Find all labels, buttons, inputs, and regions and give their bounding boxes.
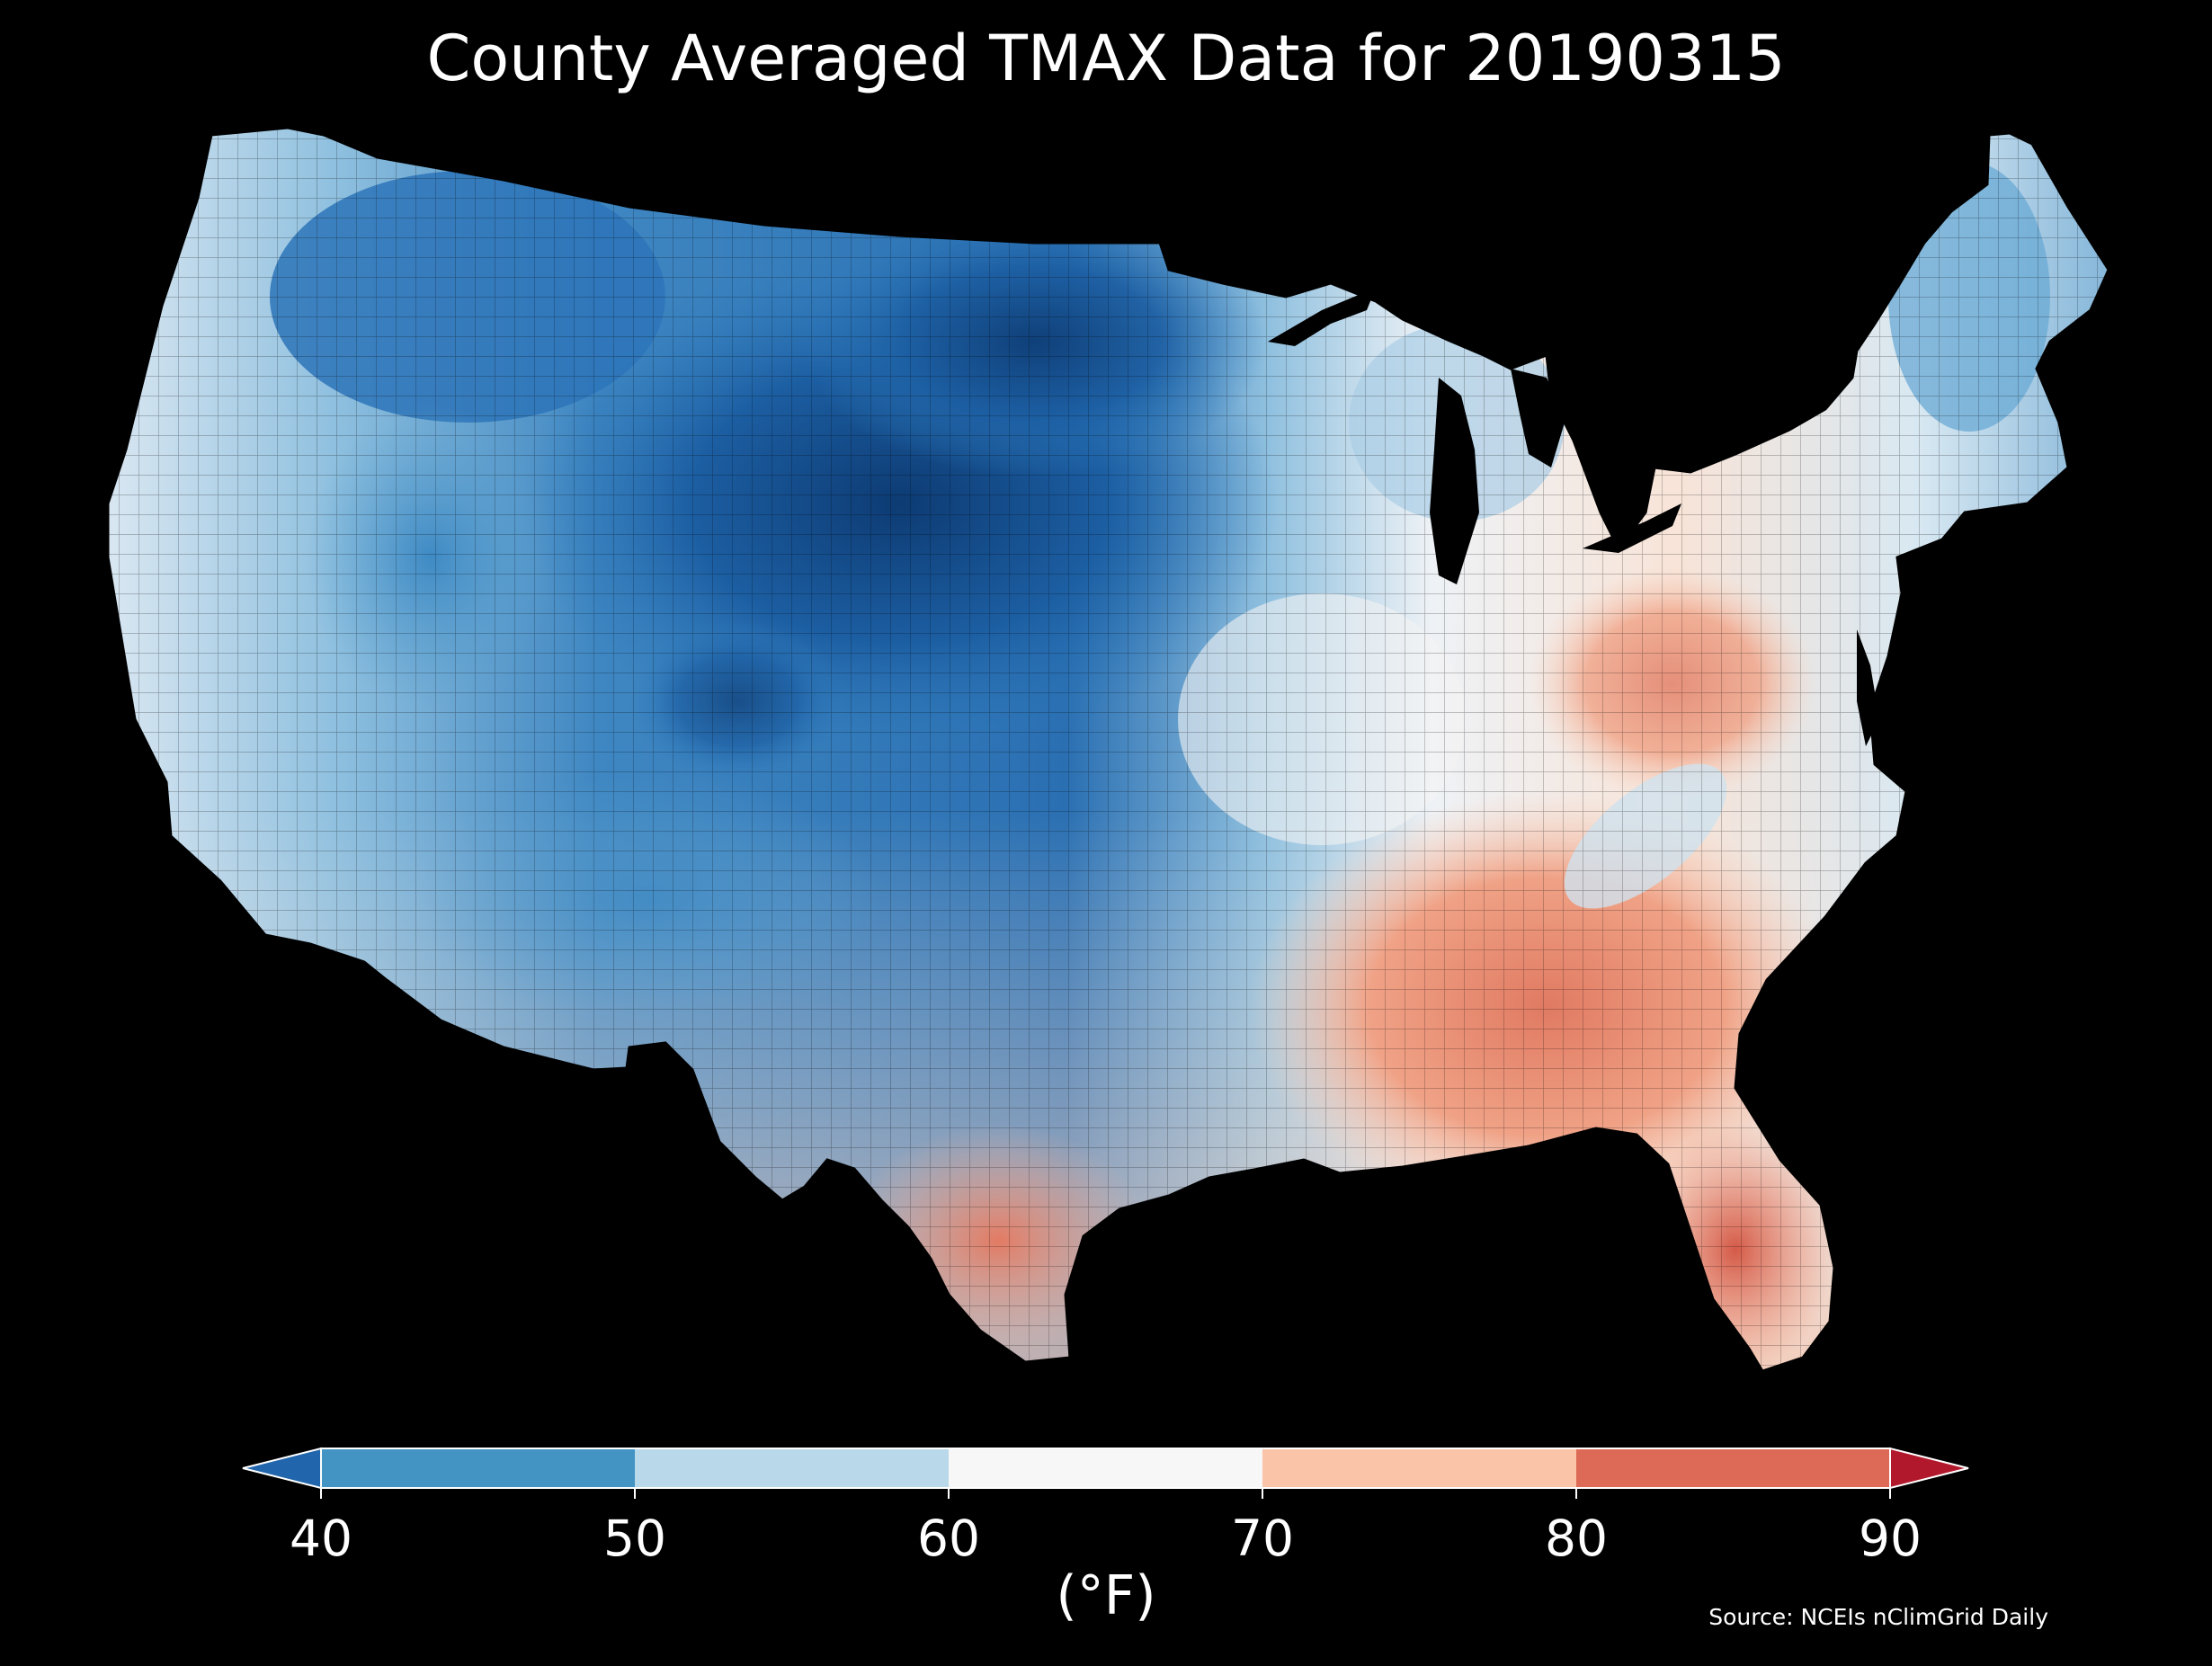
lake-michigan xyxy=(1430,378,1479,584)
colorbar-tick-label: 60 xyxy=(917,1510,980,1567)
colorbar-tick-label: 80 xyxy=(1545,1510,1608,1567)
lake-superior xyxy=(1268,288,1376,346)
map-title: County Averaged TMAX Data for 20190315 xyxy=(426,22,1786,95)
lake-huron xyxy=(1511,369,1565,468)
colorbar-bin xyxy=(1262,1448,1576,1488)
lake-erie xyxy=(1583,503,1681,553)
chesapeake-bay xyxy=(1857,629,1879,746)
colorbar-outline xyxy=(320,1448,1891,1489)
colorbar-extend-low xyxy=(242,1447,322,1490)
colorbar-unit-label: (°F) xyxy=(1056,1564,1156,1627)
colorbar-bin xyxy=(321,1448,635,1488)
source-credit: Source: NCEIs nClimGrid Daily xyxy=(1708,1604,2048,1630)
colorbar-extend-high xyxy=(1889,1447,1969,1490)
colorbar-bin xyxy=(635,1448,949,1488)
colorbar-tick-label: 50 xyxy=(603,1510,666,1567)
colorbar-tick-label: 40 xyxy=(290,1510,352,1567)
colorbar-tick-label: 90 xyxy=(1859,1510,1922,1567)
colorbar-bin xyxy=(949,1448,1262,1488)
colorbar-bin xyxy=(1576,1448,1890,1488)
colorbar-tick-label: 70 xyxy=(1231,1510,1294,1567)
